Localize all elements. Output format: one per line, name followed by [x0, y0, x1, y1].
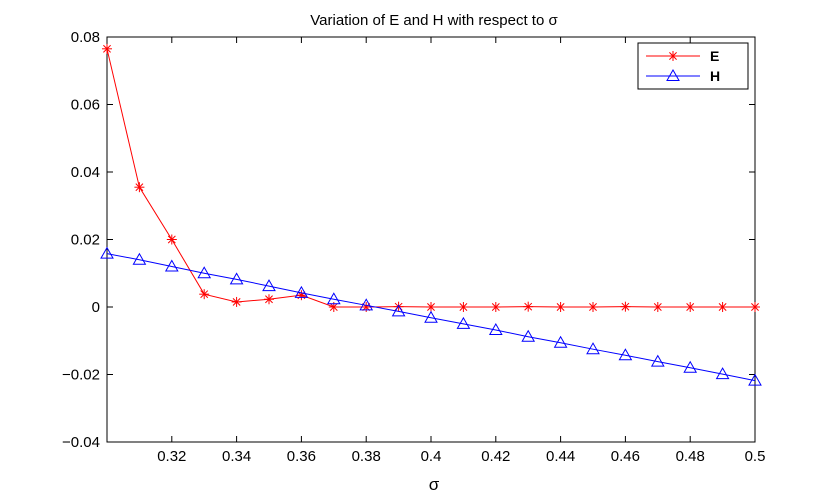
asterisk-stroke — [200, 290, 209, 299]
series-line-H — [106, 253, 756, 382]
data-point-H — [650, 354, 665, 367]
data-point-H — [553, 335, 568, 348]
data-point-E — [393, 301, 404, 312]
y-tick-label: −0.04 — [62, 434, 100, 451]
data-point-E — [166, 234, 177, 245]
asterisk-stroke — [718, 303, 727, 311]
series-E — [102, 43, 760, 312]
data-point-H — [683, 360, 698, 373]
x-tick-label: 0.42 — [481, 448, 510, 465]
x-tick-label: 0.32 — [157, 448, 186, 465]
data-point-E — [620, 301, 631, 312]
data-point-H — [229, 272, 244, 285]
data-point-H — [326, 292, 341, 305]
legend-item-E: E — [646, 48, 719, 64]
data-point-E — [426, 302, 436, 312]
data-point-H — [164, 259, 179, 272]
asterisk-stroke — [103, 44, 111, 53]
data-point-H — [132, 252, 147, 265]
y-tick-label: 0.06 — [71, 97, 100, 114]
legend-marker — [666, 68, 680, 81]
data-point-E — [134, 182, 145, 193]
data-point-H — [197, 266, 212, 279]
asterisk-stroke — [686, 303, 695, 311]
data-point-E — [102, 43, 112, 54]
data-point-H — [100, 246, 114, 259]
series-H — [100, 246, 762, 386]
data-point-H — [359, 298, 374, 311]
asterisk-stroke — [669, 52, 677, 60]
asterisk-stroke — [459, 303, 468, 311]
asterisk-stroke — [751, 303, 759, 311]
data-point-H — [488, 322, 503, 335]
asterisk-stroke — [329, 303, 338, 311]
y-tick-label: 0.04 — [71, 164, 100, 181]
asterisk-stroke — [621, 302, 630, 311]
plot-frame — [106, 36, 756, 443]
series-layer — [100, 43, 762, 386]
x-tick-label: 0.48 — [676, 448, 705, 465]
x-tick-label: 0.5 — [745, 448, 766, 465]
asterisk-stroke — [491, 303, 500, 311]
x-axis: 0.32 0.34 0.36 0.38 0.4 0.42 0.44 0.46 0.48 0.5 — [157, 37, 765, 465]
data-point-H — [748, 373, 762, 386]
data-point-E — [588, 302, 598, 312]
data-point-E — [490, 302, 501, 312]
x-tick-label: 0.38 — [352, 448, 381, 465]
data-point-H — [391, 304, 406, 317]
asterisk-stroke — [427, 303, 435, 311]
asterisk-stroke — [167, 235, 176, 244]
data-point-E — [555, 302, 566, 312]
legend-label: H — [710, 68, 720, 84]
data-point-E — [685, 302, 696, 312]
x-tick-label: 0.46 — [611, 448, 640, 465]
chart-title: Variation of E and H with respect to σ — [310, 12, 558, 29]
data-point-H — [294, 285, 309, 298]
legend-box — [637, 42, 749, 90]
data-point-E — [750, 302, 760, 312]
asterisk-stroke — [653, 303, 662, 311]
asterisk-stroke — [589, 303, 597, 311]
x-tick-label: 0.34 — [222, 448, 251, 465]
asterisk-stroke — [232, 297, 241, 306]
data-point-H — [456, 316, 471, 329]
data-point-E — [523, 301, 534, 312]
data-point-H — [521, 329, 536, 342]
data-point-H — [424, 310, 438, 323]
data-point-H — [586, 342, 600, 355]
data-point-H — [618, 348, 633, 361]
y-tick-label: 0.08 — [71, 29, 100, 46]
x-tick-label: 0.44 — [546, 448, 575, 465]
y-tick-label: 0 — [92, 299, 100, 316]
legend: EH — [637, 42, 749, 90]
asterisk-stroke — [265, 295, 273, 304]
legend-label: E — [710, 48, 719, 64]
x-tick-label: 0.4 — [421, 448, 442, 465]
asterisk-stroke — [556, 303, 565, 311]
data-point-H — [715, 367, 730, 380]
y-tick-label: −0.02 — [62, 367, 100, 384]
data-point-E — [264, 294, 274, 305]
y-axis: −0.04 −0.02 0 0.02 0.04 0.06 0.08 — [62, 29, 755, 451]
data-point-E — [717, 302, 728, 312]
data-point-E — [458, 302, 469, 312]
asterisk-stroke — [135, 183, 144, 192]
y-tick-label: 0.02 — [71, 232, 100, 249]
data-point-E — [361, 302, 372, 312]
x-tick-label: 0.36 — [287, 448, 316, 465]
x-axis-label: σ — [429, 475, 440, 494]
data-point-H — [262, 279, 276, 292]
data-point-E — [231, 296, 242, 307]
data-point-E — [199, 289, 210, 300]
asterisk-stroke — [524, 302, 533, 311]
plot-area — [106, 36, 756, 443]
legend-marker — [668, 51, 678, 61]
legend-item-H: H — [646, 68, 720, 84]
data-point-E — [652, 302, 663, 312]
